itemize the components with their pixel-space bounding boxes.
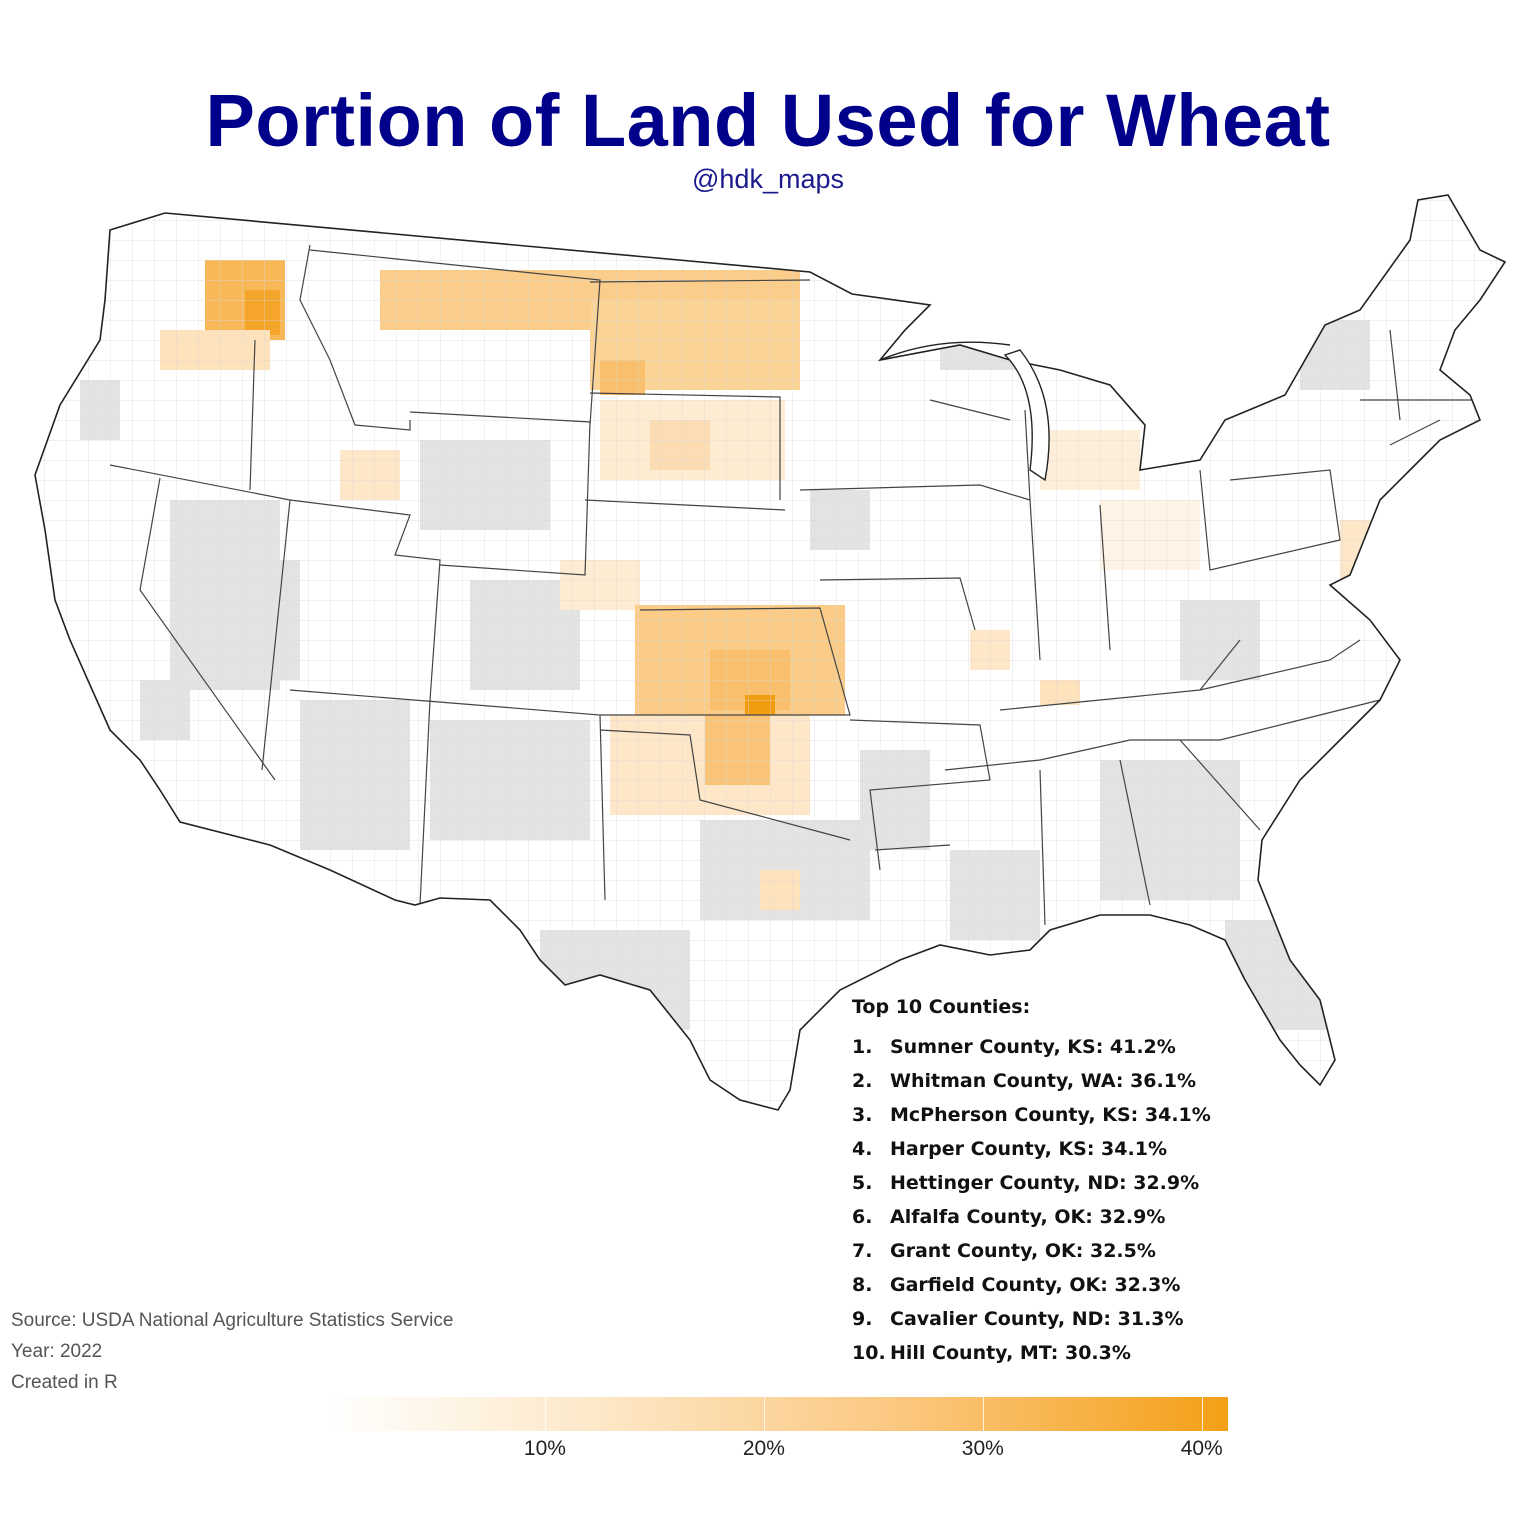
list-item: 5. Hettinger County, ND: 32.9%: [852, 1166, 1282, 1200]
top-counties-heading: Top 10 Counties:: [852, 996, 1031, 1018]
list-item: 7. Grant County, OK: 32.5%: [852, 1234, 1282, 1268]
legend-tick: [1201, 1397, 1203, 1431]
source-notes: Source: USDA National Agriculture Statis…: [11, 1305, 453, 1398]
county-entry: McPherson County, KS: 34.1%: [890, 1104, 1211, 1126]
rank: 5.: [852, 1172, 873, 1194]
year-text: Year: 2022: [11, 1341, 103, 1362]
county-entry: Harper County, KS: 34.1%: [890, 1138, 1167, 1160]
author-handle: @hdk_maps: [692, 164, 844, 194]
county-entry: Garfield County, OK: 32.3%: [890, 1274, 1181, 1296]
legend-tick: [982, 1397, 984, 1431]
county-entry: Hettinger County, ND: 32.9%: [890, 1172, 1200, 1194]
county-entry: Alfalfa County, OK: 32.9%: [890, 1206, 1166, 1228]
created-text: Created in R: [11, 1372, 118, 1393]
rank: 6.: [852, 1206, 873, 1228]
legend-tick: [763, 1397, 765, 1431]
source-text: Source: USDA National Agriculture Statis…: [11, 1310, 454, 1331]
legend-tick: [544, 1397, 546, 1431]
county-entry: Sumner County, KS: 41.2%: [890, 1036, 1176, 1058]
legend-tick-label: 20%: [742, 1437, 785, 1460]
list-item: 10. Hill County, MT: 30.3%: [852, 1336, 1282, 1370]
rank: 10.: [852, 1342, 886, 1364]
rank: 1.: [852, 1036, 873, 1058]
county-entry: Whitman County, WA: 36.1%: [890, 1070, 1197, 1092]
list-item: 9. Cavalier County, ND: 31.3%: [852, 1302, 1282, 1336]
county-entry: Grant County, OK: 32.5%: [890, 1240, 1156, 1262]
list-item: 1. Sumner County, KS: 41.2%: [852, 1030, 1282, 1064]
color-scale-legend: 10% 20% 30% 40%: [326, 1397, 1230, 1467]
map-title: Portion of Land Used for Wheat: [205, 79, 1331, 162]
top-counties-list: Top 10 Counties: 1. Sumner County, KS: 41…: [852, 996, 1282, 1370]
rank: 9.: [852, 1308, 873, 1330]
list-item: 8. Garfield County, OK: 32.3%: [852, 1268, 1282, 1302]
rank: 4.: [852, 1138, 873, 1160]
list-item: 6. Alfalfa County, OK: 32.9%: [852, 1200, 1282, 1234]
list-item: 2. Whitman County, WA: 36.1%: [852, 1064, 1282, 1098]
list-item: 4. Harper County, KS: 34.1%: [852, 1132, 1282, 1166]
rank: 7.: [852, 1240, 873, 1262]
list-item: 3. McPherson County, KS: 34.1%: [852, 1098, 1282, 1132]
county-entry: Hill County, MT: 30.3%: [890, 1342, 1131, 1364]
color-scale-bar: [326, 1397, 1228, 1431]
rank: 2.: [852, 1070, 873, 1092]
rank: 8.: [852, 1274, 873, 1296]
legend-tick-label: 40%: [1180, 1437, 1223, 1460]
legend-tick-label: 10%: [523, 1437, 566, 1460]
county-entry: Cavalier County, ND: 31.3%: [890, 1308, 1184, 1330]
legend-tick-label: 30%: [961, 1437, 1004, 1460]
rank: 3.: [852, 1104, 873, 1126]
